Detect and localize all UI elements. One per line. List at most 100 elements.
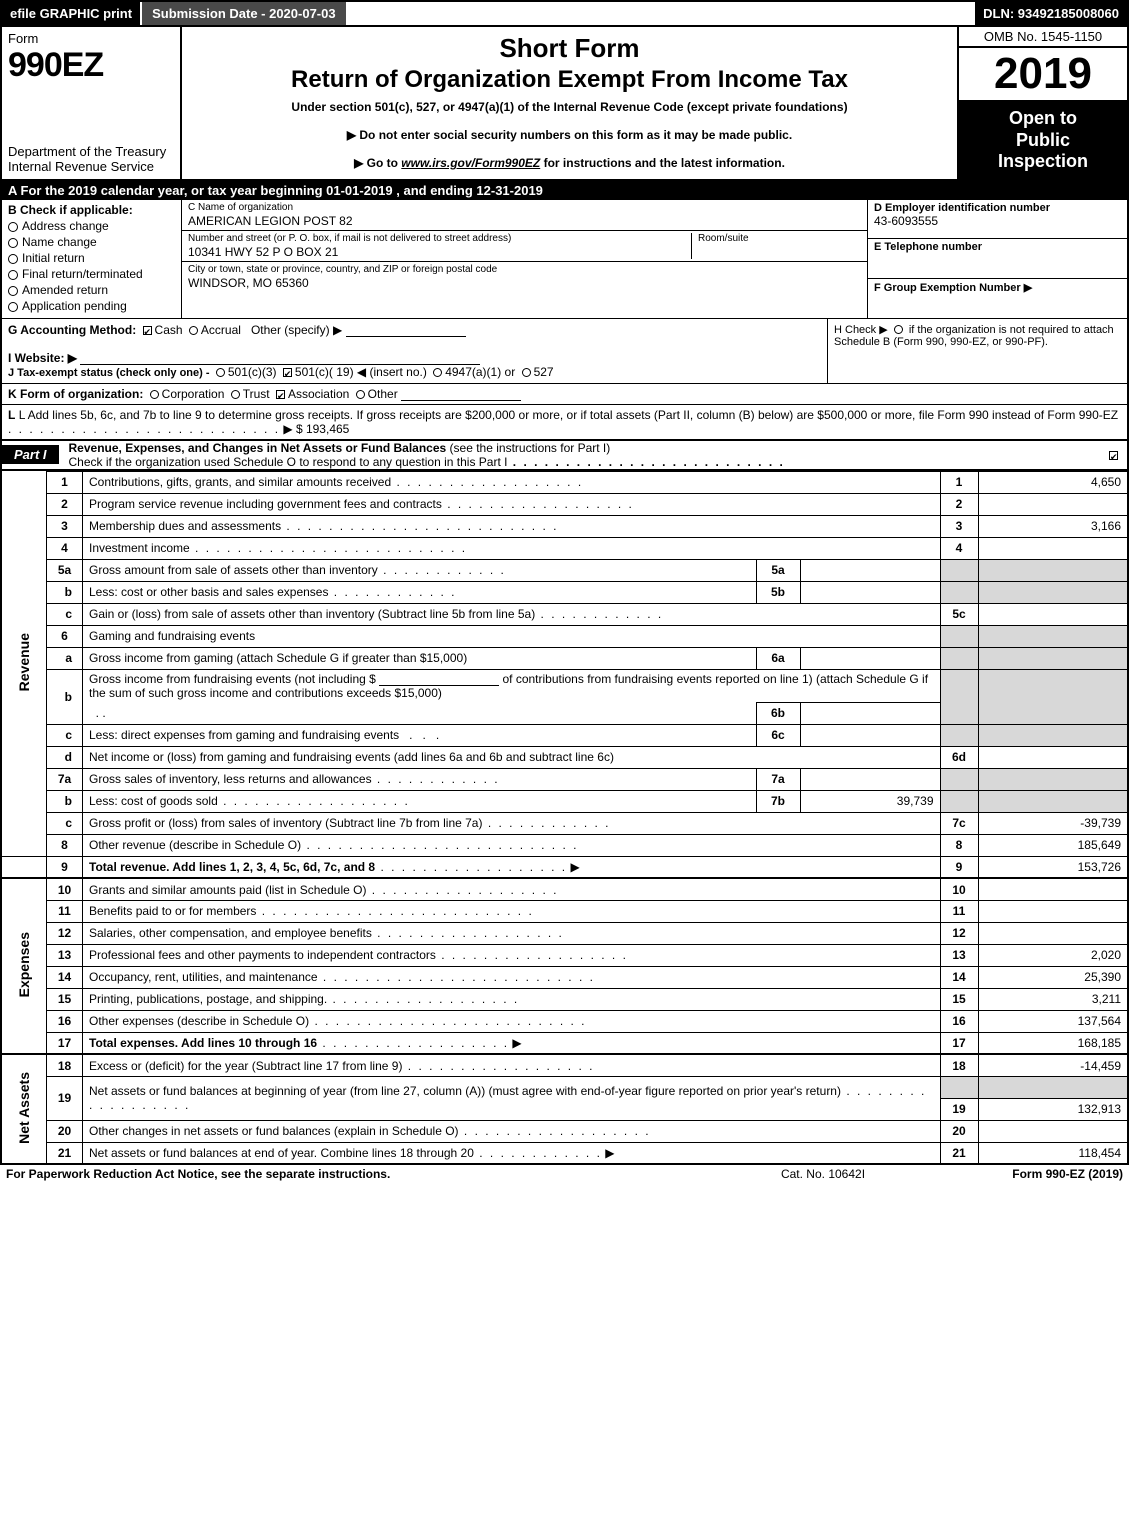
line-amt-shade: [978, 790, 1128, 812]
line-num: 20: [47, 1120, 83, 1142]
line-num: d: [47, 746, 83, 768]
line-text: Net assets or fund balances at end of ye…: [89, 1146, 474, 1160]
line-rn: 6d: [940, 746, 978, 768]
line-rn: 20: [940, 1120, 978, 1142]
header-left: Form 990EZ Department of the Treasury In…: [2, 27, 182, 179]
dots: [372, 926, 564, 940]
chk-initial-return[interactable]: Initial return: [8, 251, 175, 265]
line-text: Less: cost of goods sold: [89, 794, 218, 808]
dots: [281, 519, 558, 533]
side-spacer: [1, 856, 47, 878]
dept-line2: Internal Revenue Service: [8, 159, 174, 175]
g-other-input[interactable]: [346, 336, 466, 337]
chk-address-change[interactable]: Address change: [8, 219, 175, 233]
line-text: Professional fees and other payments to …: [89, 948, 436, 962]
tax-period-row: A For the 2019 calendar year, or tax yea…: [0, 181, 1129, 200]
line-amt: 137,564: [978, 1010, 1128, 1032]
line-rn-shade: [940, 1076, 978, 1098]
chk-corp[interactable]: [150, 390, 159, 399]
line-text: Total expenses. Add lines 10 through 16: [89, 1036, 317, 1050]
k-other-input[interactable]: [401, 400, 521, 401]
line-desc: Professional fees and other payments to …: [83, 944, 941, 966]
line-num: 14: [47, 966, 83, 988]
line-rn-shade: [940, 669, 978, 724]
table-row: 9 Total revenue. Add lines 1, 2, 3, 4, 5…: [1, 856, 1128, 878]
circle-icon: [8, 270, 18, 280]
dots: [218, 794, 410, 808]
k-other: Other: [368, 387, 398, 401]
chk-501c3[interactable]: [216, 368, 225, 377]
chk-name-change[interactable]: Name change: [8, 235, 175, 249]
l-text: L Add lines 5b, 6c, and 7b to line 9 to …: [19, 408, 1118, 422]
line-text: Membership dues and assessments: [89, 519, 281, 533]
line-amt: 25,390: [978, 966, 1128, 988]
city-row: City or town, state or province, country…: [182, 262, 867, 292]
line-desc: Printing, publications, postage, and shi…: [83, 988, 941, 1010]
line-rn: 9: [940, 856, 978, 878]
line-text: Less: cost or other basis and sales expe…: [89, 585, 328, 599]
circle-icon: [8, 254, 18, 264]
line-rn-shade: [940, 647, 978, 669]
chk-other[interactable]: [356, 390, 365, 399]
note-goto-post: for instructions and the latest informat…: [540, 156, 785, 170]
table-row: 5a Gross amount from sale of assets othe…: [1, 559, 1128, 581]
room-suite: Room/suite: [691, 233, 861, 259]
line-num: a: [47, 647, 83, 669]
chk-final-return[interactable]: Final return/terminated: [8, 267, 175, 281]
line-rn-shade: [940, 581, 978, 603]
chk-trust[interactable]: [231, 390, 240, 399]
table-row: 8 Other revenue (describe in Schedule O)…: [1, 834, 1128, 856]
table-row: 11 Benefits paid to or for members 11: [1, 900, 1128, 922]
table-row: 20 Other changes in net assets or fund b…: [1, 1120, 1128, 1142]
part1-schedule-o-checkbox[interactable]: [1109, 451, 1118, 460]
table-row: a Gross income from gaming (attach Sched…: [1, 647, 1128, 669]
dots: [459, 1124, 651, 1138]
line-desc: Membership dues and assessments: [83, 515, 941, 537]
line-num: 2: [47, 493, 83, 515]
line-desc: Gross profit or (loss) from sales of inv…: [83, 812, 941, 834]
line-num: 6: [47, 625, 83, 647]
line-num: b: [47, 790, 83, 812]
inner-val: 39,739: [800, 790, 940, 812]
f-label: F Group Exemption Number ▶: [874, 281, 1121, 294]
line-text: Other revenue (describe in Schedule O): [89, 838, 301, 852]
line-num: b: [47, 669, 83, 724]
line-rn: 5c: [940, 603, 978, 625]
side-revenue: Revenue: [1, 471, 47, 856]
org-name-row: C Name of organization AMERICAN LEGION P…: [182, 200, 867, 231]
chk-label: Name change: [22, 235, 97, 249]
line-text: Gain or (loss) from sale of assets other…: [89, 607, 535, 621]
dots: [190, 541, 467, 555]
k-corp: Corporation: [162, 387, 225, 401]
chk-assoc[interactable]: [276, 390, 285, 399]
efile-print-label[interactable]: efile GRAPHIC print: [2, 2, 140, 25]
inner-box: 6c: [756, 724, 800, 746]
line-text: Printing, publications, postage, and shi…: [89, 992, 327, 1006]
checkbox-accrual[interactable]: [189, 326, 198, 335]
irs-link[interactable]: www.irs.gov/Form990EZ: [401, 156, 540, 170]
h-checkbox[interactable]: [894, 325, 903, 334]
open-line1: Open to: [963, 108, 1123, 130]
chk-application-pending[interactable]: Application pending: [8, 299, 175, 313]
g-other-label: Other (specify) ▶: [251, 323, 342, 337]
chk-4947[interactable]: [433, 368, 442, 377]
dots: [482, 816, 610, 830]
line-desc: Gross income from gaming (attach Schedul…: [83, 647, 757, 669]
g-accrual-label: Accrual: [201, 323, 241, 337]
checkbox-cash[interactable]: [143, 326, 152, 335]
line-num: 18: [47, 1054, 83, 1076]
chk-527[interactable]: [522, 368, 531, 377]
line-desc: Occupancy, rent, utilities, and maintena…: [83, 966, 941, 988]
table-row: 2 Program service revenue including gove…: [1, 493, 1128, 515]
part1-label: Part I: [2, 445, 59, 464]
line-amt-shade: [978, 768, 1128, 790]
line-desc: Salaries, other compensation, and employ…: [83, 922, 941, 944]
table-row: c Gross profit or (loss) from sales of i…: [1, 812, 1128, 834]
spacer: . .: [83, 702, 757, 724]
sub-title: Under section 501(c), 527, or 4947(a)(1)…: [190, 100, 949, 114]
side-expenses-label: Expenses: [16, 932, 32, 997]
line-desc: Gain or (loss) from sale of assets other…: [83, 603, 941, 625]
chk-501c[interactable]: [283, 368, 292, 377]
chk-amended-return[interactable]: Amended return: [8, 283, 175, 297]
b-letter: B: [8, 203, 17, 217]
